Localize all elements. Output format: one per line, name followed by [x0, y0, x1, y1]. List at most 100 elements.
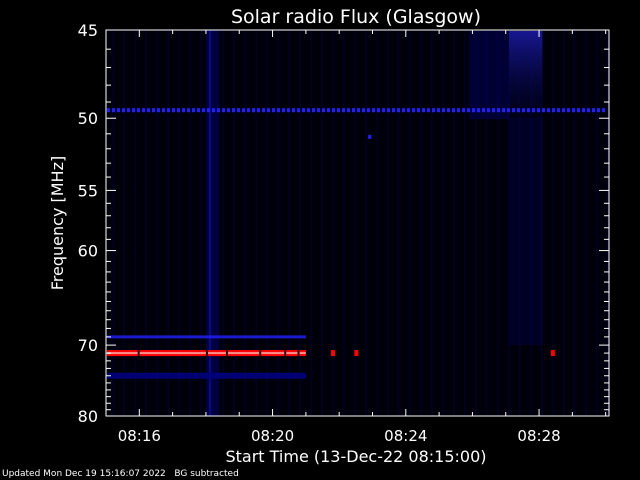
interference-line-dot [567, 108, 570, 113]
background-streak [189, 30, 191, 416]
interference-line-dot [127, 108, 130, 113]
vertical-streak-core [208, 30, 211, 416]
interference-line-dot [572, 108, 575, 113]
interference-line-dot [347, 108, 350, 113]
interference-line-dot [447, 108, 450, 113]
interference-line-dot [477, 108, 480, 113]
background-streak [343, 30, 345, 416]
background-streak [409, 30, 411, 416]
background-streak [321, 30, 323, 416]
interference-line-dot [212, 108, 215, 113]
red-band-gap [137, 350, 140, 357]
red-emission-blip [354, 350, 359, 357]
y-tick-label: 55 [78, 181, 98, 200]
interference-line-dot [402, 108, 405, 113]
interference-line-dot [307, 108, 310, 113]
background-streak [607, 30, 609, 416]
interference-line-dot [472, 108, 475, 113]
y-tick-label: 50 [78, 109, 98, 128]
interference-line-dot [337, 108, 340, 113]
background-streak [530, 30, 532, 416]
interference-line-dot [372, 108, 375, 113]
interference-line-dot [387, 108, 390, 113]
interference-line-dot [297, 108, 300, 113]
interference-line-dot [232, 108, 235, 113]
interference-line-dot [457, 108, 460, 113]
interference-line-dot [412, 108, 415, 113]
interference-line-dot [302, 108, 305, 113]
background-streak [453, 30, 455, 416]
interference-line-dot [147, 108, 150, 113]
x-axis: 08:16 08:20 08:24 08:28 [105, 30, 607, 445]
interference-line-dot [562, 108, 565, 113]
interference-line-dot [592, 108, 595, 113]
interference-line-dot [417, 108, 420, 113]
interference-line-dot [342, 108, 345, 113]
chart-title: Solar radio Flux (Glasgow) [231, 6, 481, 28]
background-streak [332, 30, 334, 416]
interference-line-dot [197, 108, 200, 113]
red-band-gap [284, 350, 287, 357]
interference-line-dot [382, 108, 385, 113]
background-streak [277, 30, 279, 416]
interference-line-dot [462, 108, 465, 113]
interference-line-dot [282, 108, 285, 113]
background-streak [167, 30, 169, 416]
radio-burst [509, 31, 543, 120]
interference-line-dot [157, 108, 160, 113]
interference-line-dot [547, 108, 550, 113]
interference-line-dot [527, 108, 530, 113]
y-tick-label: 80 [78, 407, 98, 426]
interference-band-lower [107, 372, 306, 379]
interference-line-dot [322, 108, 325, 113]
background-streak [585, 30, 587, 416]
y-tick-label: 70 [78, 336, 98, 355]
interference-line-dot [487, 108, 490, 113]
background-streak [552, 30, 554, 416]
background-streak [244, 30, 246, 416]
interference-line-dot [152, 108, 155, 113]
background-streak [596, 30, 598, 416]
interference-line-dot [377, 108, 380, 113]
red-emission-blip [331, 350, 336, 357]
background-streak [497, 30, 499, 416]
interference-line-dot [602, 108, 605, 113]
interference-line-dot [162, 108, 165, 113]
y-axis: 45 50 55 60 70 80 [78, 21, 609, 426]
interference-line-dot [182, 108, 185, 113]
background-streak [464, 30, 466, 416]
spectrogram-data [107, 30, 609, 416]
vertical-streak [205, 30, 220, 416]
interference-line-dot [252, 108, 255, 113]
interference-line-dot [257, 108, 260, 113]
interference-line-dot [442, 108, 445, 113]
background-streak [266, 30, 268, 416]
interference-line-dot [192, 108, 195, 113]
background-streak [376, 30, 378, 416]
interference-line-dot [532, 108, 535, 113]
x-tick-label: 08:16 [118, 427, 161, 445]
red-band-gap [259, 350, 262, 357]
interference-line-dot [312, 108, 315, 113]
interference-line-dot [397, 108, 400, 113]
background-streak [442, 30, 444, 416]
background-streak [365, 30, 367, 416]
interference-line-dot [267, 108, 270, 113]
interference-line-dot [432, 108, 435, 113]
background-streak [178, 30, 180, 416]
x-axis-label: Start Time (13-Dec-22 08:15:00) [225, 447, 486, 466]
y-axis-label: Frequency [MHz] [48, 156, 67, 290]
interference-line-dot [557, 108, 560, 113]
interference-line-dot [542, 108, 545, 113]
interference-line-dot [317, 108, 320, 113]
interference-line-dot [422, 108, 425, 113]
interference-line-dot [502, 108, 505, 113]
background-streak [123, 30, 125, 416]
radio-burst-tail [469, 31, 510, 120]
interference-line-dot [187, 108, 190, 113]
interference-line-dot [452, 108, 455, 113]
interference-line-dot [222, 108, 225, 113]
red-band-gap [225, 350, 228, 357]
background-streak [475, 30, 477, 416]
